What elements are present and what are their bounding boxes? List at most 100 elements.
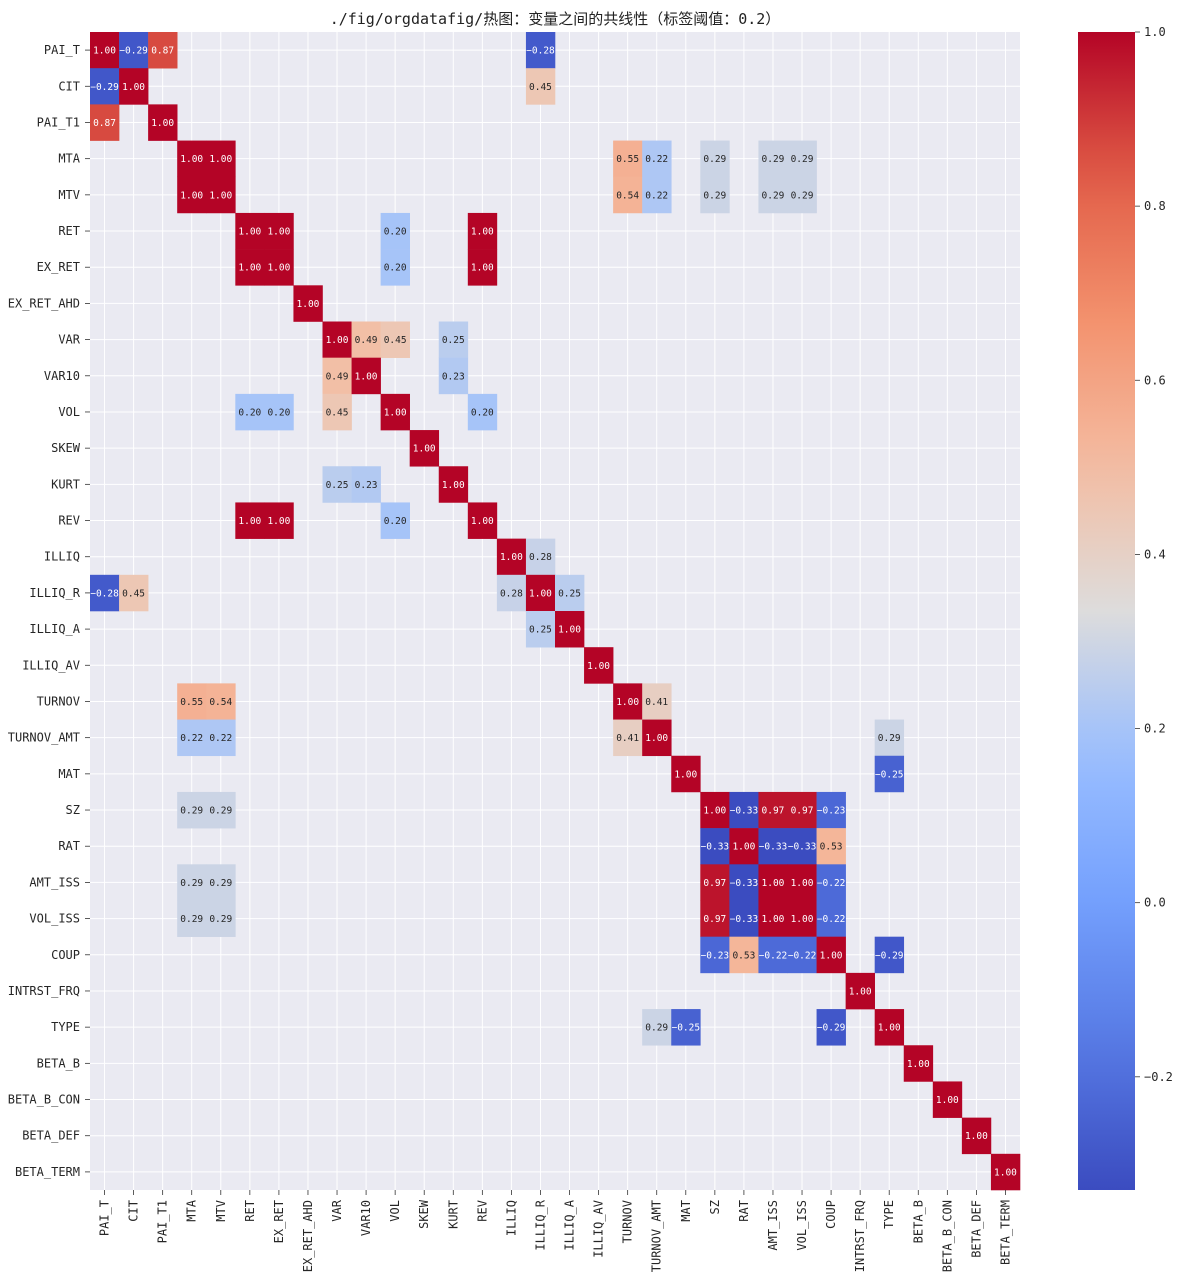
heatmap-cell-BETA_B-BETA_B — [903, 1045, 934, 1082]
cell-label-ILLIQ_A-ILLIQ_R: 0.25 — [529, 625, 552, 636]
cell-label-CIT-ILLIQ_R: 0.45 — [529, 82, 552, 93]
x-tick-label-CIT: CIT — [127, 1200, 141, 1222]
cell-label-TURNOV_AMT-TURNOV_AMT: 1.00 — [645, 733, 668, 744]
heatmap-cell-VOL_ISS-MTA — [177, 900, 207, 937]
y-tick-label-PAI_T1: PAI_T1 — [37, 115, 80, 129]
y-tick-label-ILLIQ: ILLIQ — [44, 550, 80, 564]
x-tick-label-ILLIQ: ILLIQ — [504, 1200, 518, 1236]
x-tick-label-ILLIQ_AV: ILLIQ_AV — [592, 1200, 606, 1258]
heatmap-cell-CIT-CIT — [119, 68, 149, 105]
colorbar-tick-label: 0.0 — [1144, 896, 1166, 910]
cell-label-VOL-VOL: 1.00 — [384, 407, 407, 418]
y-tick-label-MTV: MTV — [58, 188, 80, 202]
heatmap-cell-TYPE-COUP — [816, 1009, 846, 1046]
cell-label-TURNOV_AMT-TYPE: 0.29 — [878, 733, 901, 744]
heatmap-cell-VAR-KURT — [438, 321, 469, 358]
heatmap-cell-ILLIQ-ILLIQ_R — [525, 538, 556, 576]
x-tick-label-SKEW: SKEW — [417, 1199, 431, 1229]
heatmap-cell-RET-EX_RET — [264, 212, 294, 250]
heatmap-cell-COUP-AMT_ISS — [758, 936, 788, 974]
heatmap-cell-ILLIQ_R-ILLIQ — [496, 574, 527, 612]
heatmap-cell-SZ-MTV — [206, 791, 236, 829]
y-tick-label-ILLIQ_R: ILLIQ_R — [29, 586, 80, 600]
heatmap-cell-TURNOV-MTA — [177, 683, 207, 720]
heatmap-cell-VOL_ISS-VOL_ISS — [787, 900, 817, 937]
x-tick-label-PAI_T1: PAI_T1 — [156, 1200, 170, 1243]
heatmap-cell-ILLIQ_R-CIT — [119, 574, 149, 612]
cell-label-VOL-REV: 0.20 — [471, 407, 494, 418]
heatmap-cell-COUP-TYPE — [874, 936, 905, 974]
cell-label-MAT-TYPE: −0.25 — [875, 769, 904, 780]
heatmap-cell-CIT-PAI_T — [90, 68, 120, 105]
cell-label-RAT-COUP: 0.53 — [820, 842, 843, 853]
heatmap-cell-PAI_T-ILLIQ_R — [525, 32, 556, 69]
heatmap-cell-VOL_ISS-SZ — [700, 900, 730, 937]
heatmap-cell-SZ-RAT — [729, 791, 759, 829]
heatmap-cell-MTV-TURNOV — [613, 176, 643, 214]
heatmap-cell-KURT-VAR — [322, 466, 352, 503]
heatmap-cell-REV-VOL — [380, 502, 410, 539]
x-tick-label-BETA_TERM: BETA_TERM — [998, 1200, 1012, 1265]
cell-label-VOL_ISS-SZ: 0.97 — [703, 914, 726, 925]
cell-label-TURNOV-MTA: 0.55 — [180, 697, 203, 708]
cell-label-TYPE-TURNOV_AMT: 0.29 — [645, 1023, 668, 1034]
heatmap-cell-EX_RET-RET — [235, 249, 265, 286]
heatmap-cell-COUP-COUP — [816, 936, 846, 974]
heatmap-cell-VAR10-VAR — [322, 357, 352, 395]
cell-label-ILLIQ_R-CIT: 0.45 — [122, 588, 145, 599]
heatmap-cell-VOL-VOL — [380, 393, 410, 431]
cell-label-MTA-AMT_ISS: 0.29 — [762, 154, 785, 165]
heatmap-cell-COUP-SZ — [700, 936, 730, 974]
heatmap-cell-MTA-TURNOV — [613, 140, 643, 178]
cell-label-ILLIQ_R-PAI_T: −0.28 — [90, 588, 119, 599]
cell-label-PAI_T1-PAI_T: 0.87 — [93, 118, 116, 129]
y-tick-label-INTRST_FRQ: INTRST_FRQ — [8, 984, 80, 998]
heatmap-cell-TURNOV_AMT-TYPE — [874, 719, 905, 757]
x-tick-label-COUP: COUP — [824, 1200, 838, 1229]
y-tick-label-ILLIQ_A: ILLIQ_A — [29, 622, 80, 636]
cell-label-TURNOV_AMT-MTA: 0.22 — [180, 733, 203, 744]
cell-label-ILLIQ_A-ILLIQ_A: 1.00 — [558, 625, 581, 636]
x-tick-label-TYPE: TYPE — [882, 1200, 896, 1229]
y-tick-label-BETA_DEF: BETA_DEF — [22, 1129, 80, 1143]
cell-label-CIT-CIT: 1.00 — [122, 82, 145, 93]
heatmap-cell-VAR10-KURT — [438, 357, 469, 395]
x-tick-label-ILLIQ_R: ILLIQ_R — [533, 1199, 547, 1250]
heatmap-cell-MTA-TURNOV_AMT — [642, 140, 672, 178]
cell-label-EX_RET-REV: 1.00 — [471, 263, 494, 274]
x-tick-label-EX_RET: EX_RET — [272, 1200, 286, 1243]
heatmap-cell-TYPE-TYPE — [874, 1009, 905, 1046]
cell-label-RET-VOL: 0.20 — [384, 227, 407, 238]
heatmap-cell-ILLIQ_R-ILLIQ_R — [525, 574, 556, 612]
cell-label-VAR-VOL: 0.45 — [384, 335, 407, 346]
x-tick-label-MTV: MTV — [214, 1200, 228, 1222]
cell-label-MTV-MTA: 1.00 — [180, 190, 203, 201]
heatmap-cell-TURNOV_AMT-TURNOV — [613, 719, 643, 757]
heatmap-cell-RET-RET — [235, 212, 265, 250]
cell-label-VOL-RET: 0.20 — [238, 407, 261, 418]
cell-label-TURNOV_AMT-TURNOV: 0.41 — [616, 733, 639, 744]
cell-label-AMT_ISS-VOL_ISS: 1.00 — [791, 878, 814, 889]
heatmap-cell-MTA-SZ — [700, 140, 730, 178]
cell-label-ILLIQ-ILLIQ: 1.00 — [500, 552, 523, 563]
heatmap-cell-ILLIQ_A-ILLIQ_A — [555, 611, 585, 648]
heatmap-cell-RAT-SZ — [700, 828, 730, 865]
heatmap-cell-RET-REV — [467, 212, 498, 250]
cell-label-BETA_B_CON-BETA_B_CON: 1.00 — [936, 1095, 959, 1106]
colorbar-tick-label: 0.4 — [1144, 547, 1166, 561]
cell-label-BETA_TERM-BETA_TERM: 1.00 — [994, 1167, 1017, 1178]
heatmap-cell-PAI_T-PAI_T — [90, 32, 120, 69]
cell-label-AMT_ISS-AMT_ISS: 1.00 — [762, 878, 785, 889]
heatmap-cell-VOL-VAR — [322, 393, 352, 431]
x-tick-label-BETA_DEF: BETA_DEF — [969, 1200, 983, 1258]
cell-label-VAR10-KURT: 0.23 — [442, 371, 465, 382]
cell-label-VOL_ISS-AMT_ISS: 1.00 — [762, 914, 785, 925]
y-tick-label-SKEW: SKEW — [51, 441, 81, 455]
x-tick-label-PAI_T: PAI_T — [98, 1200, 112, 1236]
heatmap-cell-TURNOV_AMT-MTV — [206, 719, 236, 757]
cell-label-VOL-VAR: 0.45 — [326, 407, 349, 418]
cell-label-RET-EX_RET: 1.00 — [267, 227, 290, 238]
heatmap-cell-SZ-VOL_ISS — [787, 791, 817, 829]
cell-label-MTA-SZ: 0.29 — [703, 154, 726, 165]
heatmap-cell-VAR-VAR10 — [351, 321, 381, 358]
